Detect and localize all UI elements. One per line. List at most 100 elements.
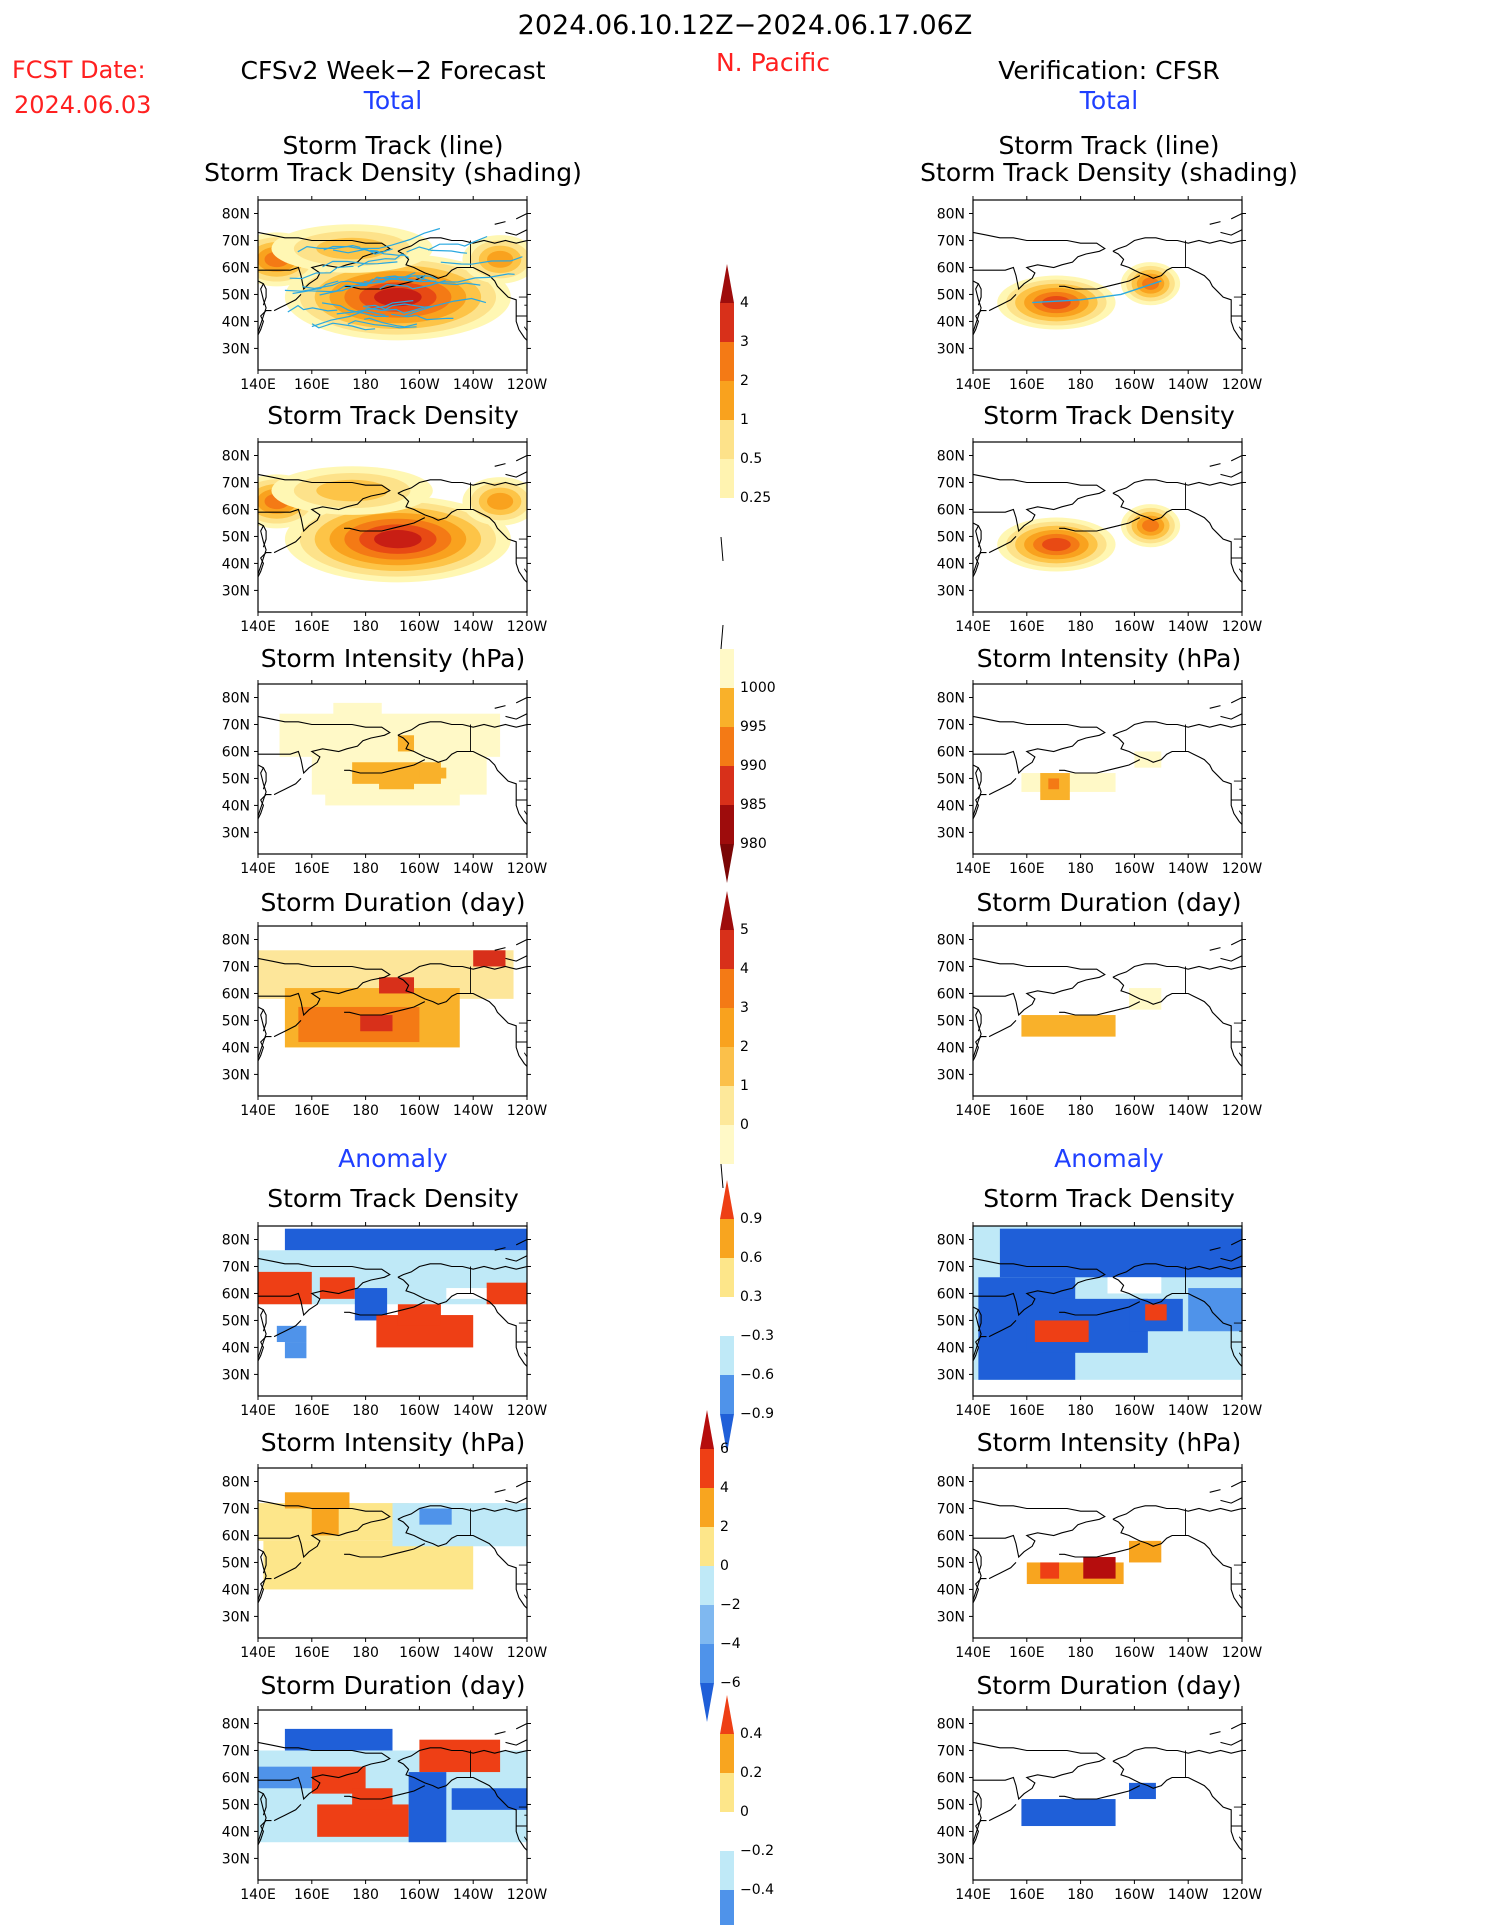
lat-tick-label: 40N: [222, 1040, 250, 1056]
lat-tick-label: 30N: [222, 583, 250, 599]
obs-density-anom-map: 80N 70N 60N 50N 40N 30N 140E 160E 180 160W 140W 120…: [937, 1222, 1263, 1419]
lat-tick-label: 50N: [937, 1797, 965, 1813]
lat-tick-label: 80N: [222, 448, 250, 464]
left-duration-anom-title: Storm Duration (day): [260, 1671, 526, 1700]
colorbar-label: −0.4: [740, 1882, 774, 1898]
lon-tick-label: 140E: [240, 619, 276, 635]
left-duration-title: Storm Duration (day): [260, 888, 526, 917]
lat-tick-label: 70N: [937, 475, 965, 491]
lon-tick-label: 160E: [294, 861, 330, 877]
right-column-title: Verification: CFSR: [998, 56, 1220, 85]
lon-tick-label: 120W: [1222, 1403, 1263, 1419]
fcst-intensity-map: 80N 70N 60N 50N 40N 30N 140E 160E 180 160W 140W 120…: [222, 680, 547, 877]
colorbar-label: −0.6: [740, 1367, 774, 1383]
colorbar-label: 3: [740, 1000, 749, 1016]
lat-tick-label: 80N: [937, 1474, 965, 1490]
lon-tick-label: 120W: [507, 619, 548, 635]
lat-tick-label: 60N: [937, 1286, 965, 1302]
lon-tick-label: 120W: [1222, 1103, 1263, 1119]
lat-tick-label: 50N: [222, 529, 250, 545]
lat-tick-label: 40N: [937, 314, 965, 330]
colorbar-label: 0: [740, 1117, 749, 1133]
lat-tick-label: 30N: [222, 1609, 250, 1625]
obs-duration-anom-map: 80N 70N 60N 50N 40N 30N 140E 160E 180 160W 140W 120…: [937, 1706, 1262, 1903]
left-track-title-2: Storm Track Density (shading): [204, 158, 582, 187]
obs-duration-map: 80N 70N 60N 50N 40N 30N 140E 160E 180 160W 140W 120…: [937, 922, 1263, 1119]
obs-intensity-map: 80N 70N 60N 50N 40N 30N 140E 160E 180 160W 140W 120…: [937, 680, 1263, 877]
lon-tick-label: 180: [352, 1645, 379, 1661]
colorbar-label: 0.5: [740, 451, 762, 467]
colorbar-label: 2: [740, 1039, 749, 1055]
lat-tick-label: 60N: [222, 986, 250, 1002]
right-density-title: Storm Track Density: [983, 401, 1235, 430]
lon-tick-label: 140W: [1168, 861, 1209, 877]
lon-tick-label: 180: [352, 1887, 379, 1903]
colorbar-intensity-anom: 6 4 2 0 −2 −4 −6: [700, 1410, 741, 1722]
left-intensity-anom-title: Storm Intensity (hPa): [260, 1428, 526, 1457]
lat-tick-label: 50N: [222, 1313, 250, 1329]
colorbar-label: 4: [740, 961, 749, 977]
lon-tick-label: 160W: [1114, 1645, 1155, 1661]
colorbar-label: 0.4: [740, 1726, 762, 1742]
lat-tick-label: 30N: [937, 1609, 965, 1625]
lat-tick-label: 70N: [937, 1743, 965, 1759]
lon-tick-label: 140E: [240, 1103, 276, 1119]
lat-tick-label: 40N: [937, 1582, 965, 1598]
lat-tick-label: 50N: [937, 771, 965, 787]
lat-tick-label: 40N: [222, 314, 250, 330]
lon-tick-label: 140E: [955, 1645, 991, 1661]
lat-tick-label: 40N: [937, 1340, 965, 1356]
lat-tick-label: 50N: [937, 1555, 965, 1571]
lon-tick-label: 140W: [453, 377, 494, 393]
lat-tick-label: 40N: [222, 798, 250, 814]
colorbar-label: −0.3: [740, 1328, 774, 1344]
lat-tick-label: 80N: [222, 206, 250, 222]
lon-tick-label: 120W: [1222, 861, 1263, 877]
lon-tick-label: 180: [352, 619, 379, 635]
lon-tick-label: 120W: [507, 1103, 548, 1119]
lat-tick-label: 30N: [937, 1067, 965, 1083]
lat-tick-label: 60N: [937, 502, 965, 518]
lon-tick-label: 180: [352, 377, 379, 393]
lat-tick-label: 60N: [222, 1286, 250, 1302]
right-intensity-title: Storm Intensity (hPa): [976, 644, 1242, 673]
lat-tick-label: 60N: [937, 744, 965, 760]
lon-tick-label: 180: [1067, 377, 1094, 393]
lon-tick-label: 160W: [399, 1645, 440, 1661]
lat-tick-label: 80N: [937, 1716, 965, 1732]
lon-tick-label: 160W: [1114, 377, 1155, 393]
fcst-date-value: 2024.06.03: [14, 91, 152, 119]
lon-tick-label: 180: [352, 1103, 379, 1119]
lon-tick-label: 160W: [399, 1887, 440, 1903]
right-total-label: Total: [1079, 86, 1139, 115]
lat-tick-label: 60N: [222, 260, 250, 276]
lat-tick-label: 30N: [937, 583, 965, 599]
lon-tick-label: 120W: [1222, 619, 1263, 635]
lat-tick-label: 70N: [937, 1259, 965, 1275]
lon-tick-label: 160E: [294, 1887, 330, 1903]
colorbar-label: 0.2: [740, 1765, 762, 1781]
colorbar-label: 1: [740, 1078, 749, 1094]
colorbar-label: 985: [740, 797, 767, 813]
lon-tick-label: 140E: [955, 1887, 991, 1903]
lon-tick-label: 140W: [1168, 377, 1209, 393]
lat-tick-label: 40N: [937, 1040, 965, 1056]
lon-tick-label: 180: [352, 1403, 379, 1419]
lat-tick-label: 70N: [937, 717, 965, 733]
lat-tick-label: 60N: [937, 986, 965, 1002]
colorbar-label: −0.2: [740, 1843, 774, 1859]
lat-tick-label: 80N: [222, 1232, 250, 1248]
obs-track-map: 80N 70N 60N 50N 40N 30N 140E 160E 180 160W 140W 120…: [937, 196, 1262, 393]
right-track-title-2: Storm Track Density (shading): [920, 158, 1298, 187]
lat-tick-label: 50N: [222, 1555, 250, 1571]
lon-tick-label: 160W: [1114, 619, 1155, 635]
fcst-density-anom-map: 80N 70N 60N 50N 40N 30N 140E 160E 180 160W 140W 120…: [222, 1222, 547, 1419]
fcst-density-map: 80N 70N 60N 50N 40N 30N 140E 160E 180 160W 140W 120…: [222, 438, 548, 635]
lat-tick-label: 30N: [937, 1851, 965, 1867]
lon-tick-label: 160E: [1009, 1403, 1045, 1419]
lat-tick-label: 60N: [222, 1770, 250, 1786]
fcst-intensity-anom-map: 80N 70N 60N 50N 40N 30N 140E 160E 180 160W 140W 120…: [222, 1464, 547, 1661]
colorbar-label: 0.9: [740, 1211, 762, 1227]
colorbar-label: 0.25: [740, 490, 771, 506]
lat-tick-label: 80N: [222, 1474, 250, 1490]
